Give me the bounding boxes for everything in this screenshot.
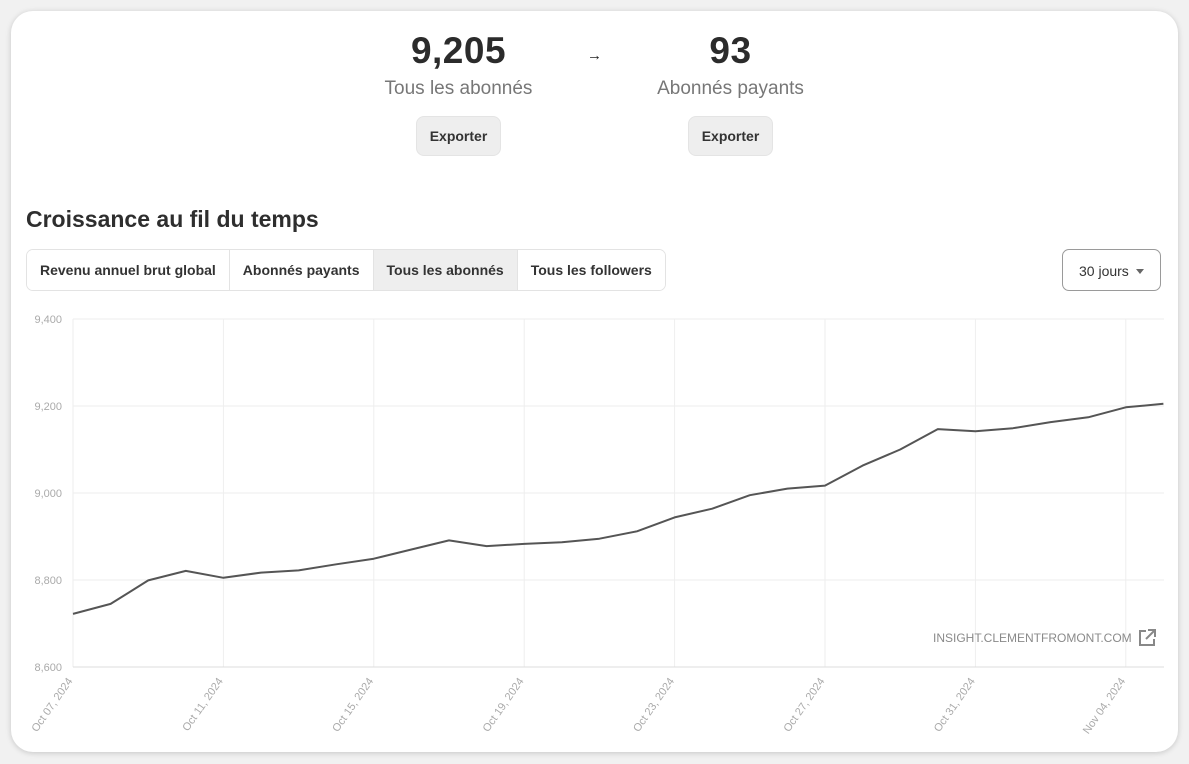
y-tick-label: 9,000: [34, 488, 62, 500]
time-range-value: 30 jours: [1079, 263, 1129, 279]
stat-label: Abonnés payants: [657, 78, 804, 99]
export-all-subscribers-button[interactable]: Exporter: [415, 116, 502, 156]
y-tick-label: 9,200: [34, 401, 62, 413]
stat-label: Tous les abonnés: [384, 78, 533, 99]
x-tick-label: Oct 27, 2024: [781, 676, 827, 734]
stat-value: 9,205: [410, 30, 507, 71]
growth-line-chart: 8,600 8,800 9,000 9,200 9,400 Oct 07, 2024 Oct…: [29, 314, 1164, 736]
dashboard-card: 9,205 Tous les abonnés Exporter → 93 Abo…: [11, 11, 1178, 752]
external-link-icon: [1138, 629, 1156, 646]
section-title: Croissance au fil du temps: [26, 206, 319, 232]
tab-all-subscribers[interactable]: Tous les abonnés: [373, 250, 518, 290]
y-tick-label: 8,800: [34, 575, 62, 587]
x-tick-label: Oct 07, 2024: [29, 676, 75, 734]
stat-value: 93: [709, 30, 752, 71]
watermark-text: INSIGHT.CLEMENTFROMONT.COM: [933, 631, 1132, 645]
x-tick-label: Oct 23, 2024: [631, 676, 677, 734]
x-tick-label: Oct 19, 2024: [481, 676, 527, 734]
x-tick-label: Nov 04, 2024: [1081, 676, 1128, 736]
y-tick-label: 8,600: [34, 662, 62, 674]
watermark-link[interactable]: INSIGHT.CLEMENTFROMONT.COM: [933, 628, 1157, 648]
export-paid-subscribers-button[interactable]: Exporter: [687, 116, 774, 156]
tab-gross-annual-revenue[interactable]: Revenu annuel brut global: [27, 250, 230, 290]
x-tick-label: Oct 15, 2024: [330, 676, 376, 734]
arrow-right-icon: →: [587, 47, 602, 64]
time-range-select[interactable]: 30 jours: [1062, 249, 1161, 291]
y-tick-label: 9,400: [34, 314, 62, 326]
x-tick-label: Oct 11, 2024: [180, 676, 225, 734]
tab-paid-subscribers[interactable]: Abonnés payants: [229, 250, 374, 290]
stat-paid-subscribers: 93 Abonnés payants Exporter: [643, 29, 818, 156]
subscribers-series-line: [72, 402, 1164, 615]
stat-all-subscribers: 9,205 Tous les abonnés Exporter: [371, 29, 546, 156]
chevron-down-icon: [1136, 269, 1144, 274]
tab-all-followers[interactable]: Tous les followers: [517, 250, 665, 290]
x-tick-label: Oct 31, 2024: [932, 676, 978, 734]
metric-tabs: Revenu annuel brut global Abonnés payant…: [26, 249, 666, 291]
